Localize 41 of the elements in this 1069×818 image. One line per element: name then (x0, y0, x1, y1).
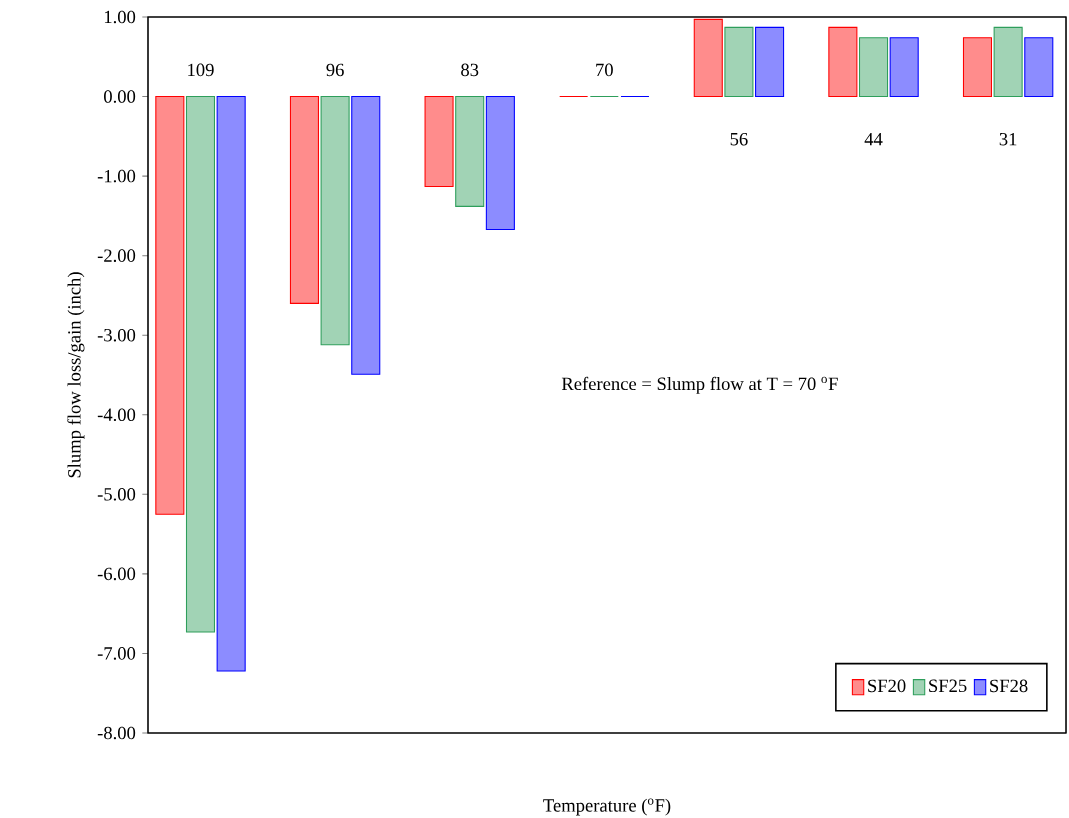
bar (859, 37, 889, 98)
x-tick-label: 44 (864, 133, 883, 146)
y-tick-label: -2.00 (97, 249, 136, 262)
y-axis-title: Slump flow loss/gain (inch) (67, 272, 85, 478)
bar (455, 96, 485, 207)
x-axis-title: Temperature ($^{o}$F) (543, 798, 671, 816)
y-tick-label: -5.00 (97, 488, 136, 501)
x-tick-label: 83 (461, 63, 479, 77)
bar (889, 37, 919, 98)
bar (320, 96, 350, 346)
y-tick-label: -8.00 (97, 726, 136, 740)
bar (216, 96, 246, 672)
bar (755, 26, 785, 98)
x-tick-label: 70 (596, 63, 613, 77)
y-tick-label: -3.00 (97, 328, 136, 342)
bar (185, 96, 216, 633)
bar (351, 96, 381, 375)
bar (693, 18, 723, 98)
x-tick-label: 109 (188, 63, 214, 77)
bar (485, 96, 515, 230)
legend-label: SF20 (868, 679, 906, 693)
legend-label: SF25 (929, 679, 967, 693)
bar (289, 96, 319, 304)
x-tick-label: 96 (326, 63, 344, 77)
x-tick-label: 31 (999, 132, 1017, 146)
bar (993, 26, 1023, 98)
y-tick-label: -6.00 (97, 567, 136, 581)
y-tick-label: 1.00 (104, 10, 136, 24)
y-tick-label: -7.00 (97, 647, 136, 660)
bar (724, 26, 754, 98)
bar (1024, 37, 1054, 98)
bar (828, 26, 858, 98)
bar (424, 96, 454, 187)
legend-label: SF28 (990, 679, 1028, 693)
annotation: Reference = Slump flow at T = 70 $^{o}$F (561, 376, 838, 394)
bar (962, 37, 993, 98)
y-tick-label: -1.00 (97, 169, 136, 183)
y-tick-label: -4.00 (97, 408, 136, 422)
bar (155, 96, 185, 515)
y-tick-label: 0.00 (104, 90, 136, 103)
x-tick-label: 56 (730, 132, 748, 146)
